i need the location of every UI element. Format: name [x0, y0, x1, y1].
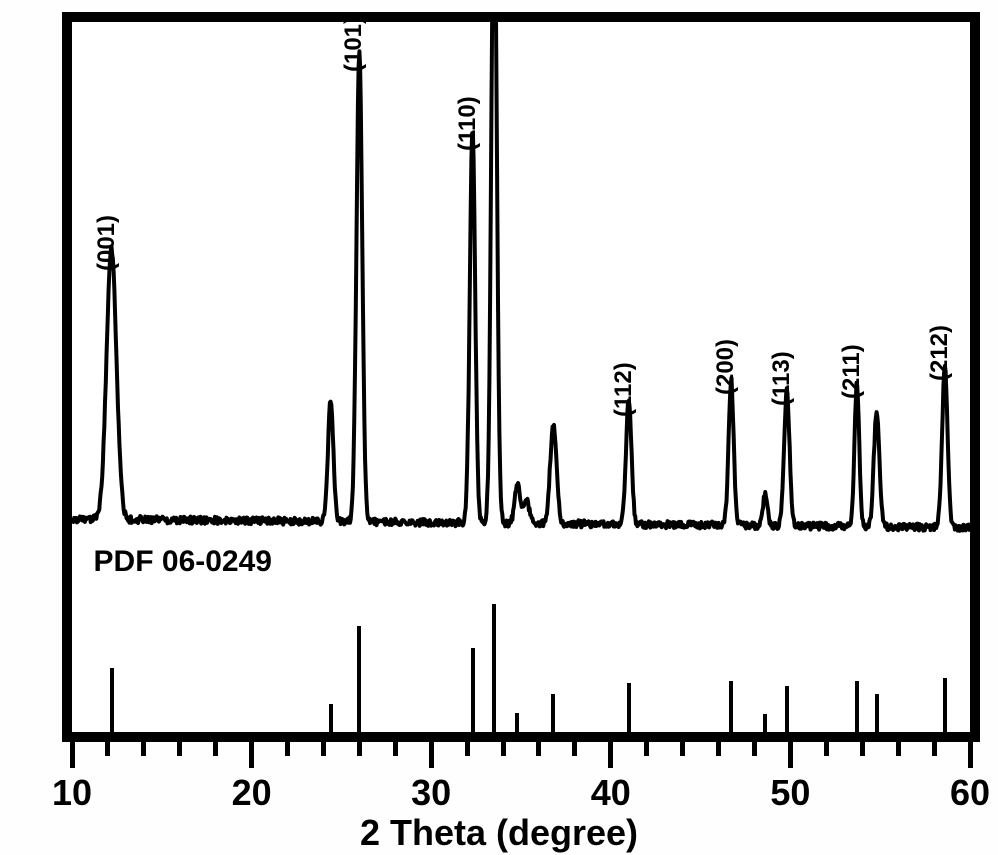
- peak-label: (211): [838, 344, 866, 399]
- x-tick-major: [968, 742, 973, 768]
- x-tick-minor: [357, 742, 362, 756]
- reference-stick: [943, 678, 947, 732]
- reference-stick: [471, 648, 475, 732]
- x-tick-minor: [465, 742, 470, 756]
- x-tick-minor: [824, 742, 829, 756]
- x-tick-minor: [680, 742, 685, 756]
- x-tick-minor: [716, 742, 721, 756]
- x-tick-major: [608, 742, 613, 768]
- x-tick-minor: [572, 742, 577, 756]
- reference-stick: [763, 714, 767, 732]
- xrd-trace: [72, 22, 970, 732]
- reference-stick: [515, 713, 519, 732]
- peak-label: (112): [610, 362, 638, 417]
- x-tick-label: 60: [950, 772, 990, 814]
- x-tick-minor: [536, 742, 541, 756]
- peak-label: (110): [454, 96, 482, 151]
- x-tick-label: 20: [232, 772, 272, 814]
- x-tick-minor: [932, 742, 937, 756]
- peak-label: (212): [926, 325, 954, 381]
- x-tick-major: [788, 742, 793, 768]
- x-tick-minor: [393, 742, 398, 756]
- x-tick-minor: [752, 742, 757, 756]
- reference-stick: [627, 683, 631, 732]
- reference-stick: [551, 694, 555, 732]
- x-tick-minor: [285, 742, 290, 756]
- x-tick-label: 10: [52, 772, 92, 814]
- x-tick-minor: [105, 742, 110, 756]
- x-tick-minor: [141, 742, 146, 756]
- x-tick-minor: [321, 742, 326, 756]
- chart-frame: (001)(101)(110)(102)(112)(200)(113)(211)…: [62, 12, 980, 742]
- x-tick-major: [429, 742, 434, 768]
- reference-stick: [729, 681, 733, 732]
- plot-area: (001)(101)(110)(102)(112)(200)(113)(211)…: [72, 22, 970, 732]
- x-tick-minor: [177, 742, 182, 756]
- reference-stick: [785, 686, 789, 732]
- reference-stick: [492, 604, 496, 732]
- x-tick-major: [70, 742, 75, 768]
- x-tick-minor: [896, 742, 901, 756]
- peak-label: (113): [768, 351, 796, 406]
- peak-label: (001): [93, 215, 121, 271]
- x-tick-label: 30: [411, 772, 451, 814]
- x-tick-label: 50: [770, 772, 810, 814]
- x-tick-minor: [644, 742, 649, 756]
- peak-label: (101): [340, 16, 368, 72]
- reference-stick: [110, 668, 114, 732]
- reference-card-label: PDF 06-0249: [94, 545, 272, 579]
- reference-stick: [855, 681, 859, 732]
- x-tick-minor: [860, 742, 865, 756]
- reference-stick: [875, 694, 879, 732]
- reference-stick: [329, 704, 333, 732]
- x-tick-label: 40: [591, 772, 631, 814]
- x-tick-major: [249, 742, 254, 768]
- reference-stick: [357, 626, 361, 732]
- x-axis-title: 2 Theta (degree): [360, 812, 638, 854]
- peak-label: (200): [712, 339, 740, 395]
- x-tick-minor: [501, 742, 506, 756]
- x-tick-minor: [213, 742, 218, 756]
